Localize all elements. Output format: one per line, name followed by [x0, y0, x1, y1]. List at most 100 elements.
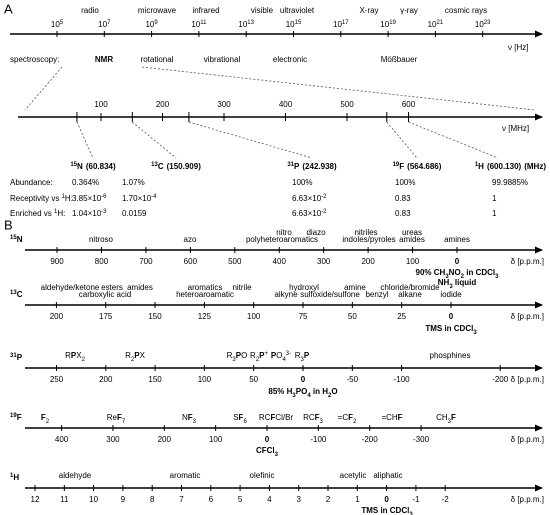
text-part: 1.07%	[122, 178, 145, 187]
text-part: 1	[475, 162, 479, 168]
table-cell: 100%	[292, 178, 312, 187]
tick-label: 0	[265, 435, 270, 444]
tick-label: 400	[273, 257, 287, 266]
text-part: H:	[57, 209, 65, 218]
region-label: cosmic rays	[445, 6, 487, 15]
tick-label: 2	[326, 495, 331, 504]
tick-label: 500	[228, 257, 242, 266]
zoom-line	[141, 66, 536, 111]
spectroscopy-item: rotational	[141, 55, 174, 64]
reference-label: 85% H3PO4 in H2O	[268, 387, 337, 398]
text-part: Enriched vs	[10, 209, 54, 218]
text-part: 19	[389, 20, 396, 26]
text-part: 2	[131, 357, 135, 363]
tick-label: 75	[299, 312, 308, 321]
shift-annotation: carboxylic acid	[79, 290, 131, 299]
text-part: N	[182, 413, 188, 422]
text-part: TMS in CDCl	[425, 324, 473, 333]
tick-label: 250	[50, 375, 64, 384]
shift-annotation: sulfoxide/sulfone	[300, 290, 360, 299]
text-part: 13	[10, 290, 17, 296]
text-part: 3	[449, 284, 453, 290]
table-cell: 0.83	[395, 194, 411, 203]
text-part: P	[259, 351, 265, 360]
shift-annotation: esters	[101, 283, 123, 292]
text-part: 100%	[292, 178, 312, 187]
text-part: 2	[461, 274, 465, 280]
shift-annotation: olefinic	[250, 471, 275, 480]
text-part: esters	[101, 283, 123, 292]
text-part: -3	[101, 209, 107, 215]
text-part: 2	[46, 419, 50, 425]
scale-name: 15N	[10, 235, 23, 245]
tick-label: 9	[121, 495, 126, 504]
shift-annotation: =CF2	[338, 413, 357, 424]
tick-label: 600	[402, 100, 416, 109]
text-part: P	[17, 353, 23, 362]
tick-label: 5	[238, 495, 243, 504]
tick-label: 400	[55, 435, 69, 444]
shift-annotation: RCF3	[303, 413, 323, 424]
text-part: 0.83	[395, 194, 411, 203]
shift-annotation: phosphines	[430, 351, 471, 360]
shift-annotation: diazo	[306, 228, 326, 237]
tick-label: 200	[50, 312, 64, 321]
text-part: 3	[473, 330, 477, 336]
nucleus-link	[132, 121, 177, 159]
scale-name: 13C	[10, 290, 23, 300]
text-part: 3	[275, 452, 279, 458]
shift-annotation: amides	[127, 283, 153, 292]
spectroscopy-item: vibrational	[204, 55, 241, 64]
text-part: F	[41, 413, 46, 422]
shift-annotation: R2P+	[250, 351, 268, 363]
tick-label: 300	[317, 257, 331, 266]
text-part: 3	[292, 393, 296, 399]
text-part: Abundance:	[10, 178, 53, 187]
text-part: 0.83	[395, 209, 411, 218]
text-part: aldehyde/ketone	[41, 283, 100, 292]
text-part: RC	[259, 413, 271, 422]
shift-annotation: aliphatic	[373, 471, 402, 480]
text-part: 2	[328, 393, 332, 399]
tick-label: 6	[209, 495, 214, 504]
text-part: N	[77, 162, 83, 171]
tick-label: 12	[31, 495, 40, 504]
shift-annotation: CH3F	[436, 413, 456, 424]
shift-annotation: nitro	[276, 228, 292, 237]
tick-label: 8	[150, 495, 155, 504]
text-part: aromatic	[170, 471, 201, 480]
row-label: Enriched vs 1H:	[10, 209, 65, 219]
tick-label: 200	[361, 257, 375, 266]
tick-label: 107	[98, 20, 111, 30]
axis-unit: ν [Hz]	[508, 43, 528, 52]
text-part: 1	[62, 194, 66, 200]
tick-label: 1013	[238, 20, 254, 30]
text-part: 31	[287, 162, 294, 168]
text-part: =C	[338, 413, 349, 422]
text-part: 2	[256, 357, 260, 363]
text-part: O	[276, 351, 282, 360]
text-part: P	[294, 162, 300, 171]
table-cell: 0.0159	[122, 209, 147, 218]
tick-label: 175	[99, 312, 113, 321]
unit-label: (MHz)	[524, 162, 546, 171]
text-part: RC	[303, 413, 315, 422]
text-part: F	[262, 446, 267, 455]
tick-label: 1017	[333, 20, 349, 30]
tick-label: 10	[89, 495, 98, 504]
tick-label: -100	[394, 375, 411, 384]
text-part: olefinic	[250, 471, 275, 480]
text-part: 13	[151, 162, 158, 168]
text-part: Receptivity vs	[10, 194, 62, 203]
nucleus-link	[386, 121, 418, 159]
tick-label: 1	[355, 495, 360, 504]
tick-label: 100	[209, 435, 223, 444]
tick-label: 50	[249, 375, 258, 384]
region-label: ultraviolet	[280, 6, 315, 15]
text-part: H	[13, 473, 19, 482]
text-part: F	[451, 413, 456, 422]
text-part: CH	[436, 413, 448, 422]
region-label: radio	[81, 6, 99, 15]
text-part: 0.364%	[72, 178, 99, 187]
text-part: 9	[154, 20, 158, 26]
